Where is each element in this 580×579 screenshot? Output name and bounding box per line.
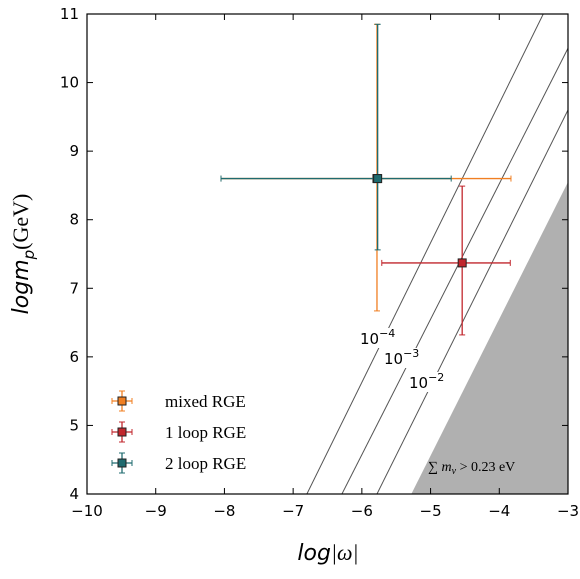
contour-line — [341, 48, 568, 494]
region-label-sum: ∑ — [428, 460, 438, 475]
x-tick-label: −9 — [145, 502, 167, 520]
contour-line — [376, 109, 568, 494]
contour-label-exp: −4 — [379, 327, 395, 340]
contour-label-exp: −2 — [428, 371, 444, 384]
plot — [220, 14, 568, 494]
marker — [373, 174, 383, 184]
legend-label: 2 loop RGE — [165, 454, 246, 473]
region-label-main: m — [438, 460, 452, 475]
y-label-main: logm — [9, 259, 34, 314]
region-label-sub: ν — [452, 466, 457, 477]
y-tick-label: 6 — [69, 348, 79, 366]
legend-marker — [117, 396, 127, 406]
legend-label: 1 loop RGE — [165, 423, 246, 442]
contour-label-base: 10 — [360, 330, 379, 348]
y-label-unit: (GeV) — [8, 194, 33, 250]
y-tick-label: 7 — [69, 279, 79, 297]
y-tick-label: 4 — [69, 485, 79, 503]
contour-label: 10−4 — [360, 327, 395, 348]
plot-frame — [86, 13, 569, 495]
contour-label-bg — [407, 372, 445, 392]
y-tick-label: 8 — [69, 211, 79, 229]
legend-marker — [117, 427, 127, 437]
y-label-sub: p — [20, 250, 38, 261]
x-label-prefix: log — [297, 541, 331, 566]
x-tick-label: −4 — [488, 502, 510, 520]
x-label-body: |ω| — [331, 540, 359, 565]
x-axis-label: log|ω| — [297, 540, 358, 566]
x-tick-label: −8 — [213, 502, 235, 520]
legend-marker — [117, 458, 127, 468]
y-tick-label: 5 — [69, 416, 79, 434]
contour-label-base: 10 — [384, 350, 403, 368]
contour-line — [306, 14, 544, 494]
contour-label: 10−2 — [409, 371, 444, 392]
legend-label: mixed RGE — [165, 392, 246, 411]
marker — [457, 258, 467, 268]
x-tick-label: −10 — [71, 502, 103, 520]
x-tick-label: −7 — [282, 502, 304, 520]
contour-label-bg — [358, 328, 396, 348]
region-label-rest: > 0.23 eV — [456, 460, 515, 475]
x-tick-label: −6 — [351, 502, 373, 520]
y-tick-label: 11 — [60, 5, 79, 23]
y-tick-label: 10 — [60, 74, 79, 92]
x-tick-label: −3 — [557, 502, 579, 520]
region-label: ∑ mν > 0.23 eV — [428, 460, 515, 477]
contour-label-bg — [382, 348, 420, 368]
excluded-region — [411, 182, 568, 494]
y-axis-label: logmp(GeV) — [8, 194, 38, 315]
contour-label-exp: −3 — [403, 347, 419, 360]
y-tick-label: 9 — [69, 142, 79, 160]
x-tick-label: −5 — [420, 502, 442, 520]
contour-label-base: 10 — [409, 374, 428, 392]
contour-label: 10−3 — [384, 347, 419, 368]
